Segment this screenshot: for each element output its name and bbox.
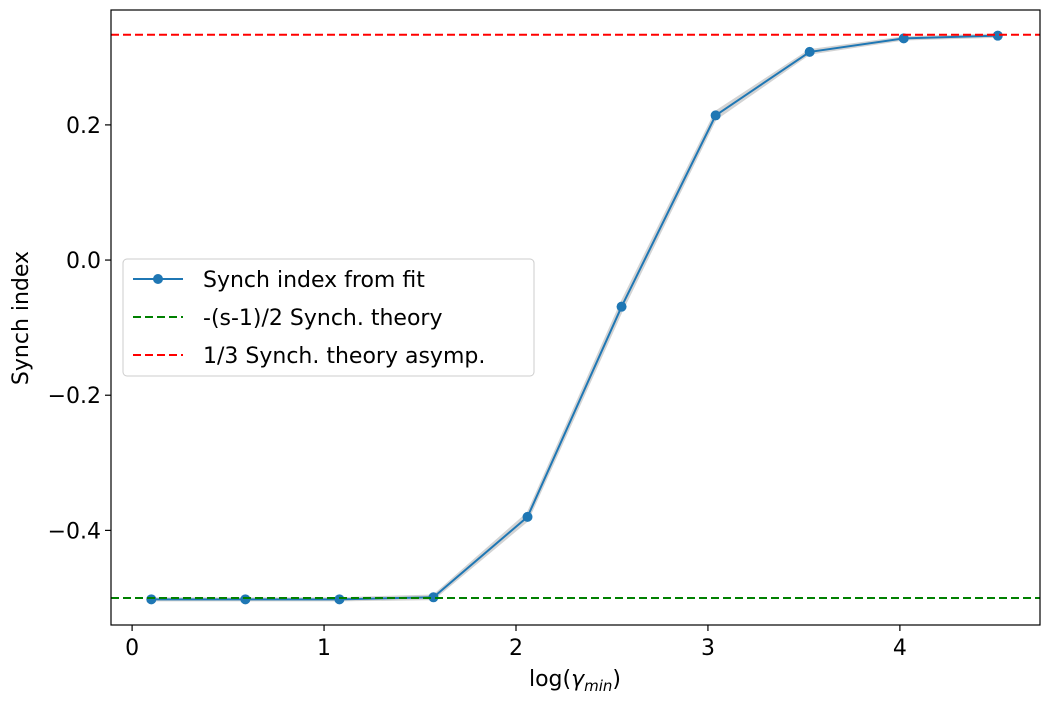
y-tick-label: −0.4	[48, 519, 101, 544]
legend-label-0: Synch index from fit	[203, 268, 425, 293]
x-tick-label: 1	[317, 636, 331, 661]
x-axis-label-symbol: γ	[571, 667, 585, 692]
y-tick-label: 0.2	[66, 114, 101, 139]
axes-frame	[110, 9, 1041, 626]
plot-area	[111, 30, 1040, 605]
x-tick-label: 3	[701, 636, 715, 661]
y-tick-label: 0.0	[66, 249, 101, 274]
data-point	[616, 301, 627, 312]
data-point	[522, 511, 533, 522]
data-point	[334, 594, 345, 605]
data-point	[804, 46, 815, 57]
data-point	[898, 33, 909, 44]
legend-marker-0	[153, 274, 163, 284]
x-axis-label-suffix: )	[612, 667, 621, 692]
x-tick-label: 2	[509, 636, 523, 661]
x-axis-label-prefix: log(	[529, 667, 571, 692]
legend-label-1: -(s-1)/2 Synch. theory	[203, 306, 443, 331]
y-axis-label: Synch index	[9, 251, 34, 385]
y-tick-label: −0.2	[48, 384, 101, 409]
data-point	[710, 110, 721, 121]
axis-ticks: 0 1 2 3 4 −0.4 −0.2 0.0 0.2	[48, 114, 907, 661]
x-axis-label-subscript: min	[584, 677, 612, 695]
legend-label-2: 1/3 Synch. theory asymp.	[203, 344, 485, 369]
data-point	[428, 592, 439, 603]
data-point	[146, 594, 157, 605]
legend: Synch index from fit -(s-1)/2 Synch. theo…	[122, 258, 535, 377]
legend-box	[122, 258, 535, 377]
data-point	[240, 594, 251, 605]
data-point	[992, 30, 1003, 41]
x-tick-label: 0	[125, 636, 139, 661]
x-tick-label: 4	[893, 636, 907, 661]
series-line	[151, 34, 998, 601]
x-axis-label: log(γmin)	[529, 667, 621, 695]
